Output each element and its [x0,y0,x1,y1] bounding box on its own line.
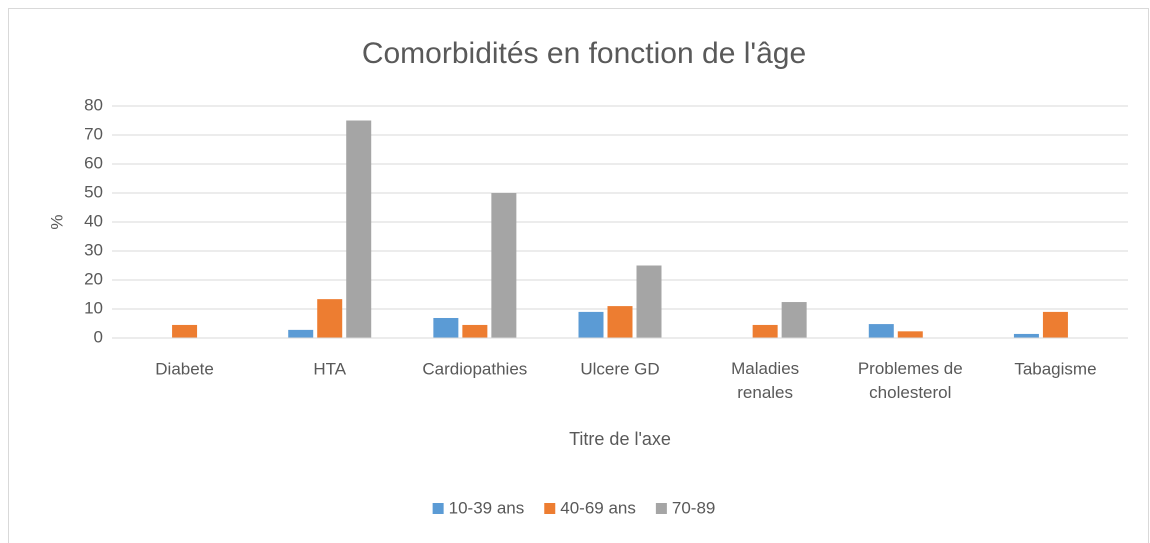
legend-label: 40-69 ans [560,498,636,517]
bar [781,302,807,338]
bar [1042,311,1068,338]
legend-item: 70-89 [655,498,715,517]
legend-swatch [544,503,556,514]
bar [607,306,633,338]
bar [897,331,923,338]
x-tick-label: Tabagisme [1014,359,1096,378]
legend-item: 10-39 ans [432,498,525,517]
chart-frame [8,8,1149,543]
y-axis-title: % [47,214,66,229]
bar [1013,333,1039,338]
bar [346,120,372,338]
bar [752,324,778,338]
x-tick-label: Problemes de cholesterol [858,359,963,402]
y-tick-label: 20 [84,269,103,288]
legend-swatch [432,503,444,514]
bar [317,299,343,338]
y-tick-label: 80 [84,95,103,114]
bar [636,265,662,338]
legend-label: 70-89 [672,498,715,517]
x-tick-label: Diabete [155,359,214,378]
x-axis-title: Titre de l'axe [569,429,671,449]
bar [288,329,314,338]
x-tick-label: Ulcere GD [580,359,659,378]
bar [433,317,459,338]
legend-swatch [655,503,667,514]
bar [578,311,604,338]
bar [172,324,198,338]
legend-label: 10-39 ans [449,498,525,517]
bar [491,193,517,338]
y-tick-label: 10 [84,298,103,317]
x-tick-label: HTA [313,359,346,378]
legend-item: 40-69 ans [544,498,636,517]
y-tick-label: 70 [84,124,103,143]
y-tick-label: 50 [84,182,103,201]
x-tick-label: Maladies renales [731,359,799,402]
bar [868,324,894,338]
y-tick-label: 60 [84,153,103,172]
y-tick-label: 40 [84,211,103,230]
bar [462,324,488,338]
x-tick-label: Cardiopathies [422,359,527,378]
chart-title: Comorbidités en fonction de l'âge [362,37,806,70]
y-tick-label: 30 [84,240,103,259]
y-tick-label: 0 [94,327,103,346]
